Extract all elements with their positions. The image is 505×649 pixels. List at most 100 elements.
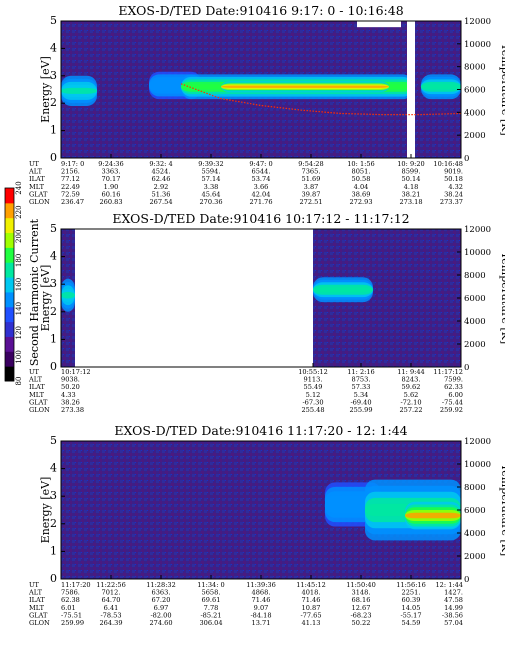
ephemeris-value: -67.30 <box>302 398 323 406</box>
ephemeris-value: 10: 1:56 <box>347 160 375 168</box>
y-tick-label: 0 <box>50 151 57 164</box>
ephemeris-value: 7012. <box>102 589 121 597</box>
y-tick-label: 5 <box>50 222 57 235</box>
panel-title: EXOS-D/TED Date:910416 10:17:12 - 11:17:… <box>112 211 409 226</box>
data-gap <box>75 229 313 367</box>
ephemeris-value: 64.70 <box>102 596 121 604</box>
y-axis-label: Energy [eV] <box>39 56 52 123</box>
colorbar-segment <box>5 336 14 352</box>
ephemeris-value: -72.10 <box>400 398 421 406</box>
ephemeris-row-label: MLT <box>29 604 45 612</box>
ephemeris-value: 39.87 <box>302 190 321 198</box>
y2-tick-label: 4000 <box>464 108 486 118</box>
colorbar: 80 100 120 140 160 180 200 220 240 Second Harmoni… <box>4 181 41 386</box>
ephemeris-value: 259.99 <box>61 619 84 627</box>
ephemeris-value: 38.21 <box>402 190 421 198</box>
colorbar-tick-label: 200 <box>15 230 23 243</box>
ephemeris-value: 267.54 <box>149 198 172 206</box>
ephemeris-row-label: GLON <box>29 406 50 414</box>
ephemeris-value: 3148. <box>352 589 371 597</box>
ephemeris-value: 50.14 <box>402 175 421 183</box>
ephemeris-row-label: GLON <box>29 619 50 627</box>
ephemeris-value: 62.38 <box>61 596 80 604</box>
ephemeris-value: 3.38 <box>204 183 219 191</box>
ephemeris-value: 60.39 <box>402 596 421 604</box>
ephemeris-value: 4.04 <box>354 183 369 191</box>
ephemeris-value: 5.34 <box>354 391 369 399</box>
ephemeris-value: 274.60 <box>149 619 172 627</box>
ephemeris-value: 3363. <box>102 168 121 176</box>
saturated-patch <box>357 20 401 28</box>
ephemeris-value: 11:17:20 <box>61 581 91 589</box>
ephemeris-value: 9:47: 0 <box>249 160 272 168</box>
colorbar-segment <box>5 232 14 248</box>
ephemeris-value: -85.21 <box>200 611 221 619</box>
ephemeris-value: 10: 9:20 <box>397 160 425 168</box>
ephemeris-value: 7599. <box>444 376 463 384</box>
ephemeris-value: 9038. <box>61 376 80 384</box>
ephemeris-value: -78.53 <box>100 611 121 619</box>
colorbar-tick-label: 100 <box>15 350 23 363</box>
y-tick-label: 0 <box>50 360 57 373</box>
ephemeris-value: 9113. <box>304 376 323 384</box>
y2-tick-label: 0 <box>464 363 469 373</box>
colorbar-segment <box>5 262 14 278</box>
y2-tick-label: 6000 <box>464 86 486 96</box>
colorbar-segment <box>5 247 14 263</box>
intensity-band <box>221 85 389 88</box>
y2-tick-label: 8000 <box>464 271 486 281</box>
y2-tick-label: 12000 <box>464 225 491 235</box>
ephemeris-row-label: ALT <box>28 589 43 597</box>
colorbar-label: Second Harmonic Current <box>28 218 41 366</box>
ephemeris-row-label: UT <box>29 368 40 376</box>
ephemeris-row-label: MLT <box>29 391 45 399</box>
ephemeris-value: 6.00 <box>448 391 463 399</box>
colorbar-tick-label: 120 <box>15 326 23 339</box>
y-tick-label: 1 <box>50 124 57 137</box>
ephemeris-value: 5.62 <box>404 391 419 399</box>
y2-tick-label: 4000 <box>464 317 486 327</box>
ephemeris-row-label: ILAT <box>29 175 45 183</box>
y-tick-label: 1 <box>50 332 57 345</box>
y-tick-label: 4 <box>50 41 57 54</box>
ephemeris-value: 38.26 <box>61 398 80 406</box>
ephemeris-value: 71.46 <box>302 596 321 604</box>
y-axis-label: Energy [eV] <box>39 265 52 332</box>
y-tick-label: 4 <box>50 250 57 263</box>
ephemeris-value: 236.47 <box>61 198 84 206</box>
ephemeris-value: 10:17:12 <box>61 368 91 376</box>
ephemeris-value: 70.17 <box>102 175 121 183</box>
colorbar-tick-label: 80 <box>15 377 23 386</box>
ephemeris-row-label: GLAT <box>29 398 48 406</box>
ephemeris-value: 5.12 <box>306 391 321 399</box>
ephemeris-value: 259.92 <box>440 406 463 414</box>
ephemeris-value: -38.56 <box>442 611 463 619</box>
ephemeris-value: 50.58 <box>352 175 371 183</box>
ephemeris-value: 9019. <box>444 168 463 176</box>
colorbar-tick-label: 160 <box>15 278 23 291</box>
intensity-band <box>61 291 75 299</box>
panel-3: EXOS-D/TED Date:910416 11:17:20 - 12: 1:… <box>28 423 505 627</box>
temperature-trace <box>180 83 462 116</box>
ephemeris-value: 4018. <box>302 589 321 597</box>
y-tick-label: 5 <box>50 434 57 447</box>
ephemeris-value: 68.16 <box>352 596 371 604</box>
y2-tick-label: 4000 <box>464 529 486 539</box>
ephemeris-value: 11:39:36 <box>246 581 276 589</box>
ephemeris-value: 7586. <box>61 589 80 597</box>
colorbar-segment <box>5 217 14 234</box>
ephemeris-value: 255.48 <box>301 406 324 414</box>
ephemeris-value: 2251. <box>402 589 421 597</box>
ephemeris-value: 14.99 <box>444 604 463 612</box>
y2-axis-label: Temperature [K] <box>499 43 505 135</box>
ephemeris-value: 55.49 <box>304 383 323 391</box>
ephemeris-value: 60.16 <box>102 190 121 198</box>
ephemeris-value: 273.38 <box>61 406 84 414</box>
ephemeris-value: 5594. <box>202 168 221 176</box>
ephemeris-value: 4868. <box>252 589 271 597</box>
y2-tick-label: 10000 <box>464 40 491 50</box>
ephemeris-value: 3.87 <box>304 183 319 191</box>
ephemeris-row-label: ILAT <box>29 596 45 604</box>
ephemeris-value: 264.39 <box>99 619 122 627</box>
y2-tick-label: 8000 <box>464 63 486 73</box>
